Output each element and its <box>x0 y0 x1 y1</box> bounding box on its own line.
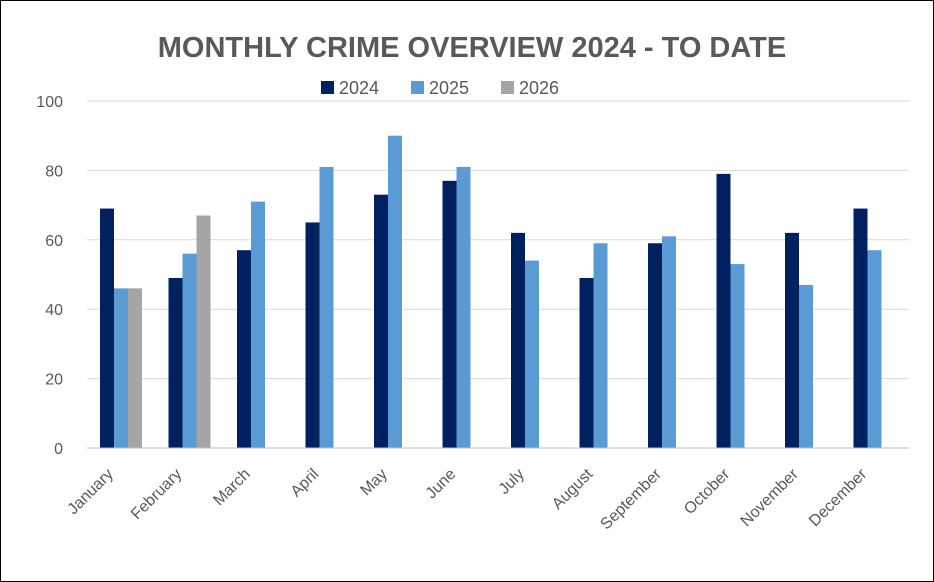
y-axis: 0 20 40 60 80 100 <box>36 94 63 458</box>
x-tick-label-september: September <box>597 465 665 533</box>
bar-2026-february <box>196 215 211 448</box>
y-tick-label-60: 60 <box>45 233 63 250</box>
legend-label-2024: 2024 <box>339 78 379 98</box>
x-tick-label-august: August <box>549 465 597 513</box>
bar-2025-february <box>182 253 197 448</box>
x-tick-label-may: May <box>357 466 390 499</box>
grid-layer <box>87 100 909 380</box>
bar-2025-june <box>456 166 471 448</box>
bar-2024-april <box>305 222 320 448</box>
bar-2025-may <box>388 135 402 448</box>
bar-2025-april <box>319 166 334 448</box>
bar-2024-november <box>785 232 799 448</box>
x-tick-label-january: January <box>65 466 117 518</box>
bar-2024-december <box>853 208 868 448</box>
legend-label-2026: 2026 <box>519 78 559 98</box>
bar-2025-september <box>662 236 676 448</box>
y-tick-label-40: 40 <box>45 302 63 319</box>
bar-2024-august <box>579 277 594 448</box>
y-tick-label-80: 80 <box>45 163 63 180</box>
y-tick-label-0: 0 <box>54 441 63 458</box>
bar-2025-january <box>114 288 128 448</box>
bar-2024-july <box>511 232 525 448</box>
y-tick-label-20: 20 <box>45 372 63 389</box>
x-tick-label-december: December <box>806 465 871 530</box>
bar-2025-december <box>867 250 882 448</box>
bar-2025-november <box>799 284 813 448</box>
bar-2024-march <box>237 250 251 448</box>
x-tick-label-october: October <box>681 465 734 518</box>
bar-2025-july <box>525 260 539 448</box>
x-tick-label-november: November <box>738 465 803 530</box>
bar-2026-january <box>128 288 142 448</box>
bar-layer <box>100 135 882 448</box>
chart-title: MONTHLY CRIME OVERVIEW 2024 - TO DATE <box>158 32 786 64</box>
legend-swatch-2025 <box>411 81 424 94</box>
bar-2024-june <box>442 180 457 448</box>
chart-legend: 2024 2025 2026 <box>321 78 559 98</box>
x-tick-label-april: April <box>288 466 323 501</box>
legend-label-2025: 2025 <box>429 78 469 98</box>
bar-2024-february <box>168 277 183 448</box>
bar-2024-may <box>374 194 388 448</box>
bar-2025-october <box>730 264 745 448</box>
legend-swatch-2026 <box>501 81 514 94</box>
bar-2024-january <box>100 208 114 448</box>
x-tick-label-june: June <box>423 466 460 503</box>
x-tick-label-march: March <box>210 466 253 509</box>
bar-2025-august <box>593 243 608 448</box>
legend-swatch-2024 <box>321 81 334 94</box>
x-axis: January February March April May June July Augu… <box>65 465 871 533</box>
x-tick-label-february: February <box>128 466 185 523</box>
bar-2024-september <box>648 243 662 448</box>
x-tick-label-july: July <box>496 466 528 498</box>
bar-2024-october <box>716 173 731 448</box>
y-tick-label-100: 100 <box>36 94 63 111</box>
bar-2025-march <box>251 201 265 448</box>
